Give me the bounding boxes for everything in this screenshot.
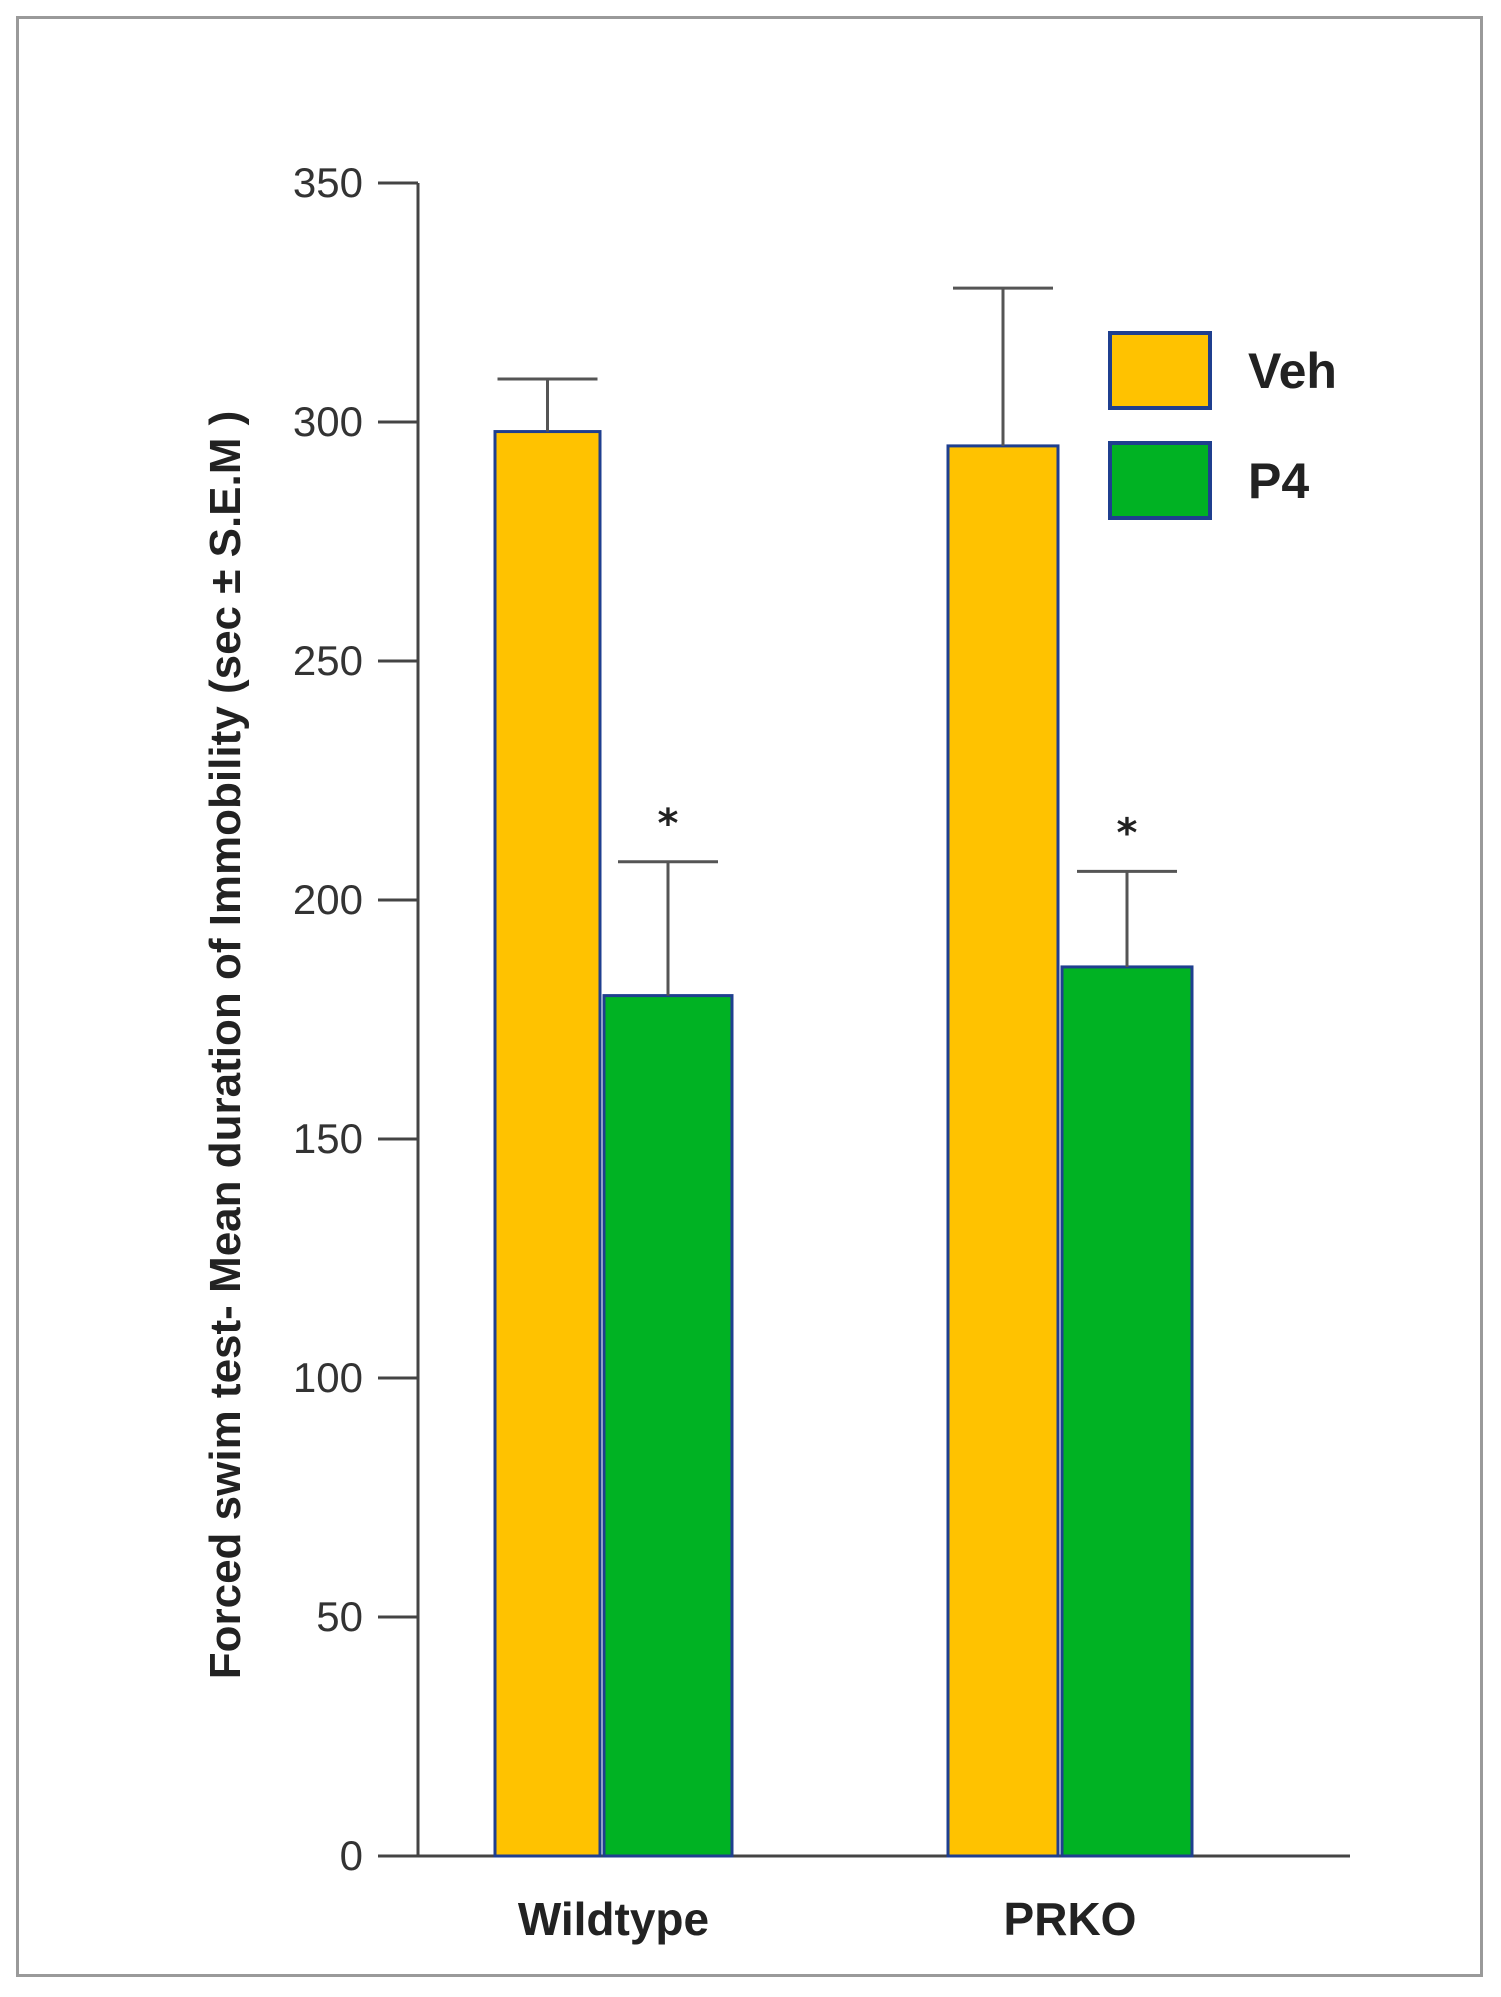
y-ticks: 0 50 100 150 200 250 300 350 — [293, 159, 418, 1879]
legend-swatch-veh — [1108, 331, 1212, 410]
y-axis-title: Forced swim test- Mean duration of Immob… — [201, 411, 250, 1680]
significance-marker: * — [658, 801, 679, 847]
figure-frame — [16, 16, 1483, 1977]
bar-veh-prko — [946, 444, 1060, 1858]
y-tick-label: 150 — [293, 1115, 363, 1162]
error-bars: * * — [497, 286, 1177, 996]
bar-p4-wildtype — [602, 994, 734, 1858]
bars — [493, 430, 1194, 1858]
legend: Veh P4 — [1108, 331, 1337, 520]
legend-swatch-p4 — [1108, 441, 1212, 520]
category-label-wildtype: Wildtype — [518, 1893, 709, 1945]
y-tick-label: 50 — [316, 1593, 363, 1640]
y-tick-label: 250 — [293, 637, 363, 684]
significance-marker: * — [1117, 810, 1138, 856]
bar-p4-prko — [1060, 965, 1194, 1858]
y-tick-label: 0 — [340, 1832, 363, 1879]
legend-label-p4: P4 — [1248, 453, 1309, 509]
y-tick-label: 200 — [293, 876, 363, 923]
y-tick-label: 300 — [293, 398, 363, 445]
bar-veh-wildtype — [493, 430, 602, 1858]
category-label-prko: PRKO — [1004, 1893, 1137, 1945]
y-tick-label: 350 — [293, 159, 363, 206]
y-tick-label: 100 — [293, 1354, 363, 1401]
legend-label-veh: Veh — [1248, 343, 1337, 399]
category-labels: Wildtype PRKO — [518, 1893, 1137, 1945]
